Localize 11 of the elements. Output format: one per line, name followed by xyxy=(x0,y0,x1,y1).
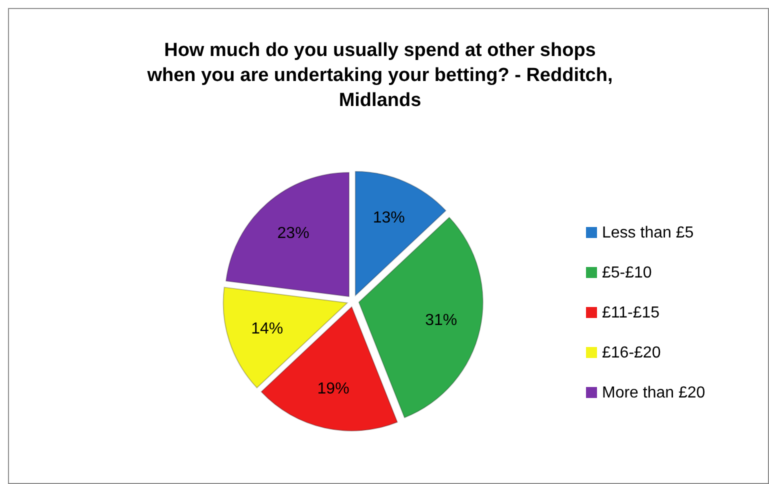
legend-label: £11-£15 xyxy=(602,304,660,322)
data-label: 14% xyxy=(251,320,284,338)
legend-label: £16-£20 xyxy=(602,344,661,362)
data-label: 19% xyxy=(317,380,350,398)
data-label: 13% xyxy=(372,210,405,227)
legend-label: Less than £5 xyxy=(602,224,694,242)
chart-title: How much do you usually spend at other shops when you are undertaking your betting? - Redditch, Midlands xyxy=(146,40,613,111)
legend-label: £5-£10 xyxy=(602,264,652,282)
data-label: 23% xyxy=(277,224,310,242)
legend-label: More than £20 xyxy=(602,384,706,402)
data-label: 31% xyxy=(425,312,458,330)
